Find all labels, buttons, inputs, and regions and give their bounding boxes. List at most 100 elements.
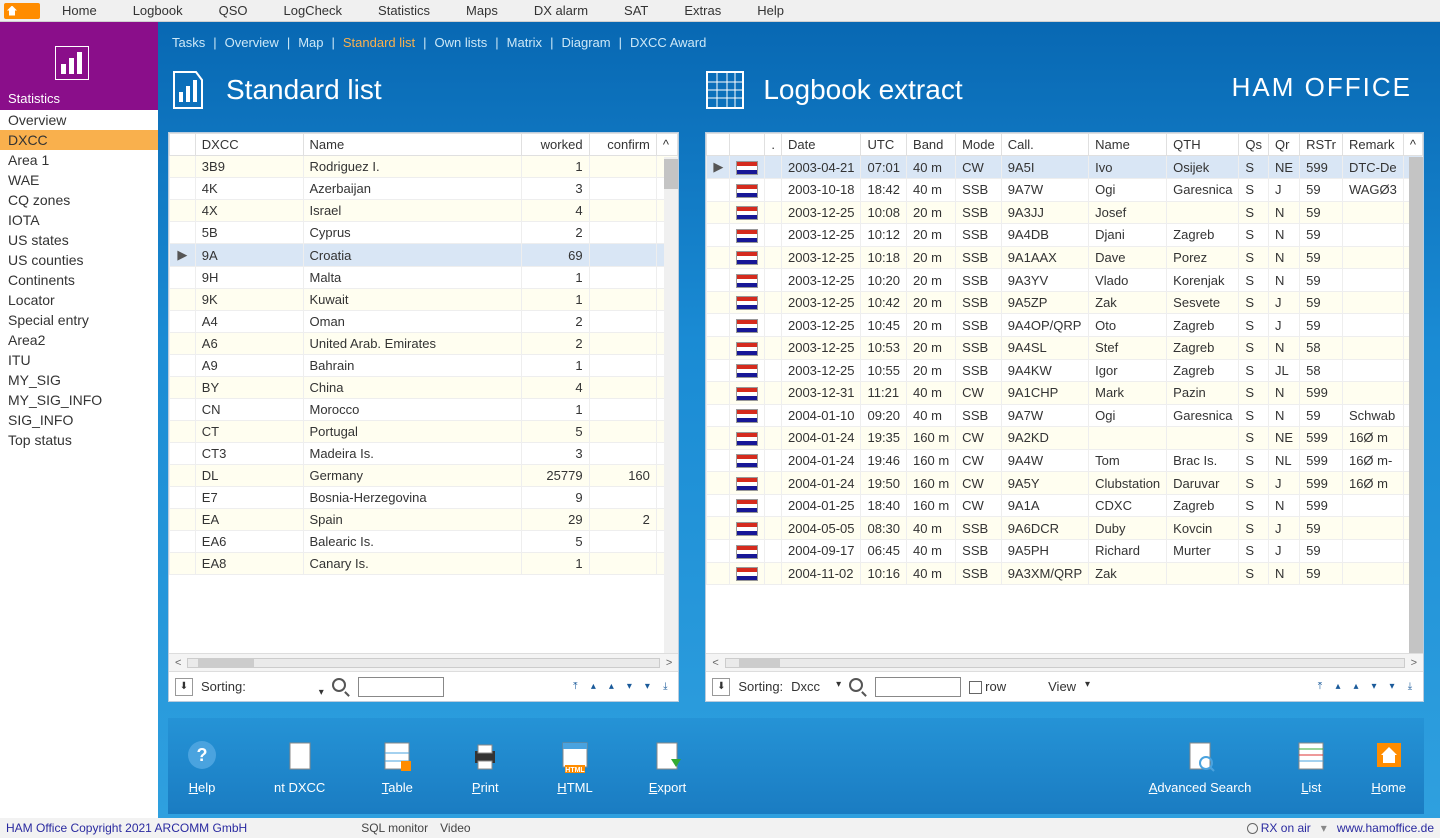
table-row[interactable]: 2003-12-2510:5320 mSSB9A4SLStefZagrebSN5… [707, 336, 1423, 359]
table-row[interactable]: 2003-12-2510:1220 mSSB9A4DBDjaniZagrebSN… [707, 224, 1423, 247]
table-row[interactable]: 2003-10-1818:4240 mSSB9A7WOgiGaresnicaSJ… [707, 179, 1423, 202]
table-row[interactable]: 2004-01-2419:35160 mCW9A2KDSNE59916Ø m [707, 427, 1423, 450]
menu-statistics[interactable]: Statistics [360, 3, 448, 18]
rx-radio[interactable]: RX on air [1247, 821, 1311, 835]
sidebar-item-area2[interactable]: Area2 [0, 330, 158, 350]
nav-down[interactable]: ▾ [622, 680, 636, 694]
table-row[interactable]: A4Oman2 [170, 311, 678, 333]
sidebar-item-overview[interactable]: Overview [0, 110, 158, 130]
sidebar-item-cq-zones[interactable]: CQ zones [0, 190, 158, 210]
table-row[interactable]: 9KKuwait1 [170, 289, 678, 311]
table-row[interactable]: CT3Madeira Is.3 [170, 443, 678, 465]
table-row[interactable]: ▶9ACroatia69 [170, 244, 678, 267]
sidebar-item-special-entry[interactable]: Special entry [0, 310, 158, 330]
table-row[interactable]: 2003-12-2510:0820 mSSB9A3JJJosefSN59 [707, 201, 1423, 224]
table-row[interactable]: 2004-01-2419:50160 mCW9A5YClubstationDar… [707, 472, 1423, 495]
menu-logcheck[interactable]: LogCheck [265, 3, 360, 18]
sidebar-item-top-status[interactable]: Top status [0, 430, 158, 450]
nav-first[interactable]: ⤒ [1313, 680, 1327, 694]
menu-home[interactable]: Home [44, 3, 115, 18]
menu-dx-alarm[interactable]: DX alarm [516, 3, 606, 18]
table-row[interactable]: ▶2003-04-2107:0140 mCW9A5IIvoOsijekSNE59… [707, 156, 1423, 179]
table-row[interactable]: EA6Balearic Is.5 [170, 531, 678, 553]
table-row[interactable]: 2003-12-2510:4520 mSSB9A4OP/QRPOtoZagreb… [707, 314, 1423, 337]
table-row[interactable]: CTPortugal5 [170, 421, 678, 443]
table-row[interactable]: CNMorocco1 [170, 399, 678, 421]
menu-help[interactable]: Help [739, 3, 802, 18]
scrollbar-horizontal[interactable]: <> [169, 653, 678, 671]
table-row[interactable]: 2003-12-2510:2020 mSSB9A3YVVladoKorenjak… [707, 269, 1423, 292]
table-row[interactable]: E7Bosnia-Herzegovina9 [170, 487, 678, 509]
sidebar-item-sig_info[interactable]: SIG_INFO [0, 410, 158, 430]
breadcrumb-tasks[interactable]: Tasks [172, 35, 205, 50]
nav-pgup[interactable]: ▴ [586, 680, 600, 694]
sidebar-item-wae[interactable]: WAE [0, 170, 158, 190]
scrollbar-horizontal[interactable]: <> [706, 653, 1423, 671]
table-row[interactable]: EASpain292 [170, 509, 678, 531]
table-row[interactable]: A6United Arab. Emirates2 [170, 333, 678, 355]
nav-last[interactable]: ⤓ [1403, 680, 1417, 694]
sidebar-item-itu[interactable]: ITU [0, 350, 158, 370]
nav-last[interactable]: ⤓ [658, 680, 672, 694]
row-checkbox[interactable]: row [969, 679, 1006, 694]
menu-extras[interactable]: Extras [666, 3, 739, 18]
url-link[interactable]: www.hamoffice.de [1337, 821, 1434, 835]
menu-maps[interactable]: Maps [448, 3, 516, 18]
table-row[interactable]: EA8Canary Is.1 [170, 553, 678, 575]
breadcrumb-dxcc-award[interactable]: DXCC Award [630, 35, 706, 50]
home-icon[interactable] [4, 3, 40, 19]
menu-qso[interactable]: QSO [201, 3, 266, 18]
table-row[interactable]: 2004-01-2518:40160 mCW9A1ACDXCZagrebSN59… [707, 494, 1423, 517]
toolbar-help[interactable]: ?Help [186, 738, 218, 795]
logbook-table[interactable]: .DateUTCBandModeCall.NameQTHQsQrRSTrRema… [706, 133, 1423, 585]
breadcrumb-own-lists[interactable]: Own lists [435, 35, 488, 50]
sidebar-item-area-1[interactable]: Area 1 [0, 150, 158, 170]
toolbar-print[interactable]: Print [469, 738, 501, 795]
download-icon[interactable]: ⬇ [712, 678, 730, 696]
sorting-dropdown[interactable]: Dxcc [791, 679, 841, 694]
breadcrumb-matrix[interactable]: Matrix [507, 35, 542, 50]
table-row[interactable]: 3B9Rodriguez I.1 [170, 156, 678, 178]
table-row[interactable]: 4XIsrael4 [170, 200, 678, 222]
view-dropdown[interactable]: View [1048, 679, 1090, 694]
table-row[interactable]: 4KAzerbaijan3 [170, 178, 678, 200]
nav-down[interactable]: ▾ [1367, 680, 1381, 694]
toolbar-home[interactable]: Home [1371, 738, 1406, 795]
search-input[interactable] [875, 677, 961, 697]
table-row[interactable]: 2004-05-0508:3040 mSSB9A6DCRDubyKovcinSJ… [707, 517, 1423, 540]
toolbar-advanced-search[interactable]: Advanced Search [1149, 738, 1252, 795]
nav-pgdn[interactable]: ▾ [1385, 680, 1399, 694]
status-sql-monitor[interactable]: SQL monitor [361, 821, 428, 835]
toolbar-list[interactable]: List [1295, 738, 1327, 795]
menu-sat[interactable]: SAT [606, 3, 666, 18]
table-row[interactable]: BYChina4 [170, 377, 678, 399]
table-row[interactable]: 2003-12-2510:5520 mSSB9A4KWIgorZagrebSJL… [707, 359, 1423, 382]
table-row[interactable]: 2003-12-2510:4220 mSSB9A5ZPZakSesveteSJ5… [707, 291, 1423, 314]
toolbar-export[interactable]: Export [649, 738, 687, 795]
sidebar-item-us-states[interactable]: US states [0, 230, 158, 250]
table-row[interactable]: DLGermany25779160 [170, 465, 678, 487]
table-row[interactable]: 2003-12-3111:2140 mCW9A1CHPMarkPazinSN59… [707, 382, 1423, 405]
sidebar-item-my_sig[interactable]: MY_SIG [0, 370, 158, 390]
search-icon[interactable] [332, 678, 350, 696]
breadcrumb-map[interactable]: Map [298, 35, 323, 50]
table-row[interactable]: 2004-01-1009:2040 mSSB9A7WOgiGaresnicaSN… [707, 404, 1423, 427]
download-icon[interactable]: ⬇ [175, 678, 193, 696]
toolbar-nt-dxcc[interactable]: nt DXCC [274, 738, 325, 795]
scrollbar-vertical[interactable] [1409, 157, 1423, 653]
sidebar-item-iota[interactable]: IOTA [0, 210, 158, 230]
sidebar-item-dxcc[interactable]: DXCC [0, 130, 158, 150]
table-row[interactable]: 2004-01-2419:46160 mCW9A4WTomBrac Is.SNL… [707, 449, 1423, 472]
nav-first[interactable]: ⤒ [568, 680, 582, 694]
status-video[interactable]: Video [440, 821, 470, 835]
toolbar-html[interactable]: HTMLHTML [557, 738, 592, 795]
standard-list-table[interactable]: DXCCNameworkedconfirm^3B9Rodriguez I.14K… [169, 133, 678, 575]
scrollbar-vertical[interactable] [664, 157, 678, 653]
sidebar-item-locator[interactable]: Locator [0, 290, 158, 310]
table-row[interactable]: 2004-11-0210:1640 mSSB9A3XM/QRPZakSN59 [707, 562, 1423, 585]
nav-up[interactable]: ▴ [1349, 680, 1363, 694]
breadcrumb-diagram[interactable]: Diagram [561, 35, 610, 50]
breadcrumb-overview[interactable]: Overview [225, 35, 279, 50]
toolbar-table[interactable]: Table [381, 738, 413, 795]
nav-up[interactable]: ▴ [604, 680, 618, 694]
